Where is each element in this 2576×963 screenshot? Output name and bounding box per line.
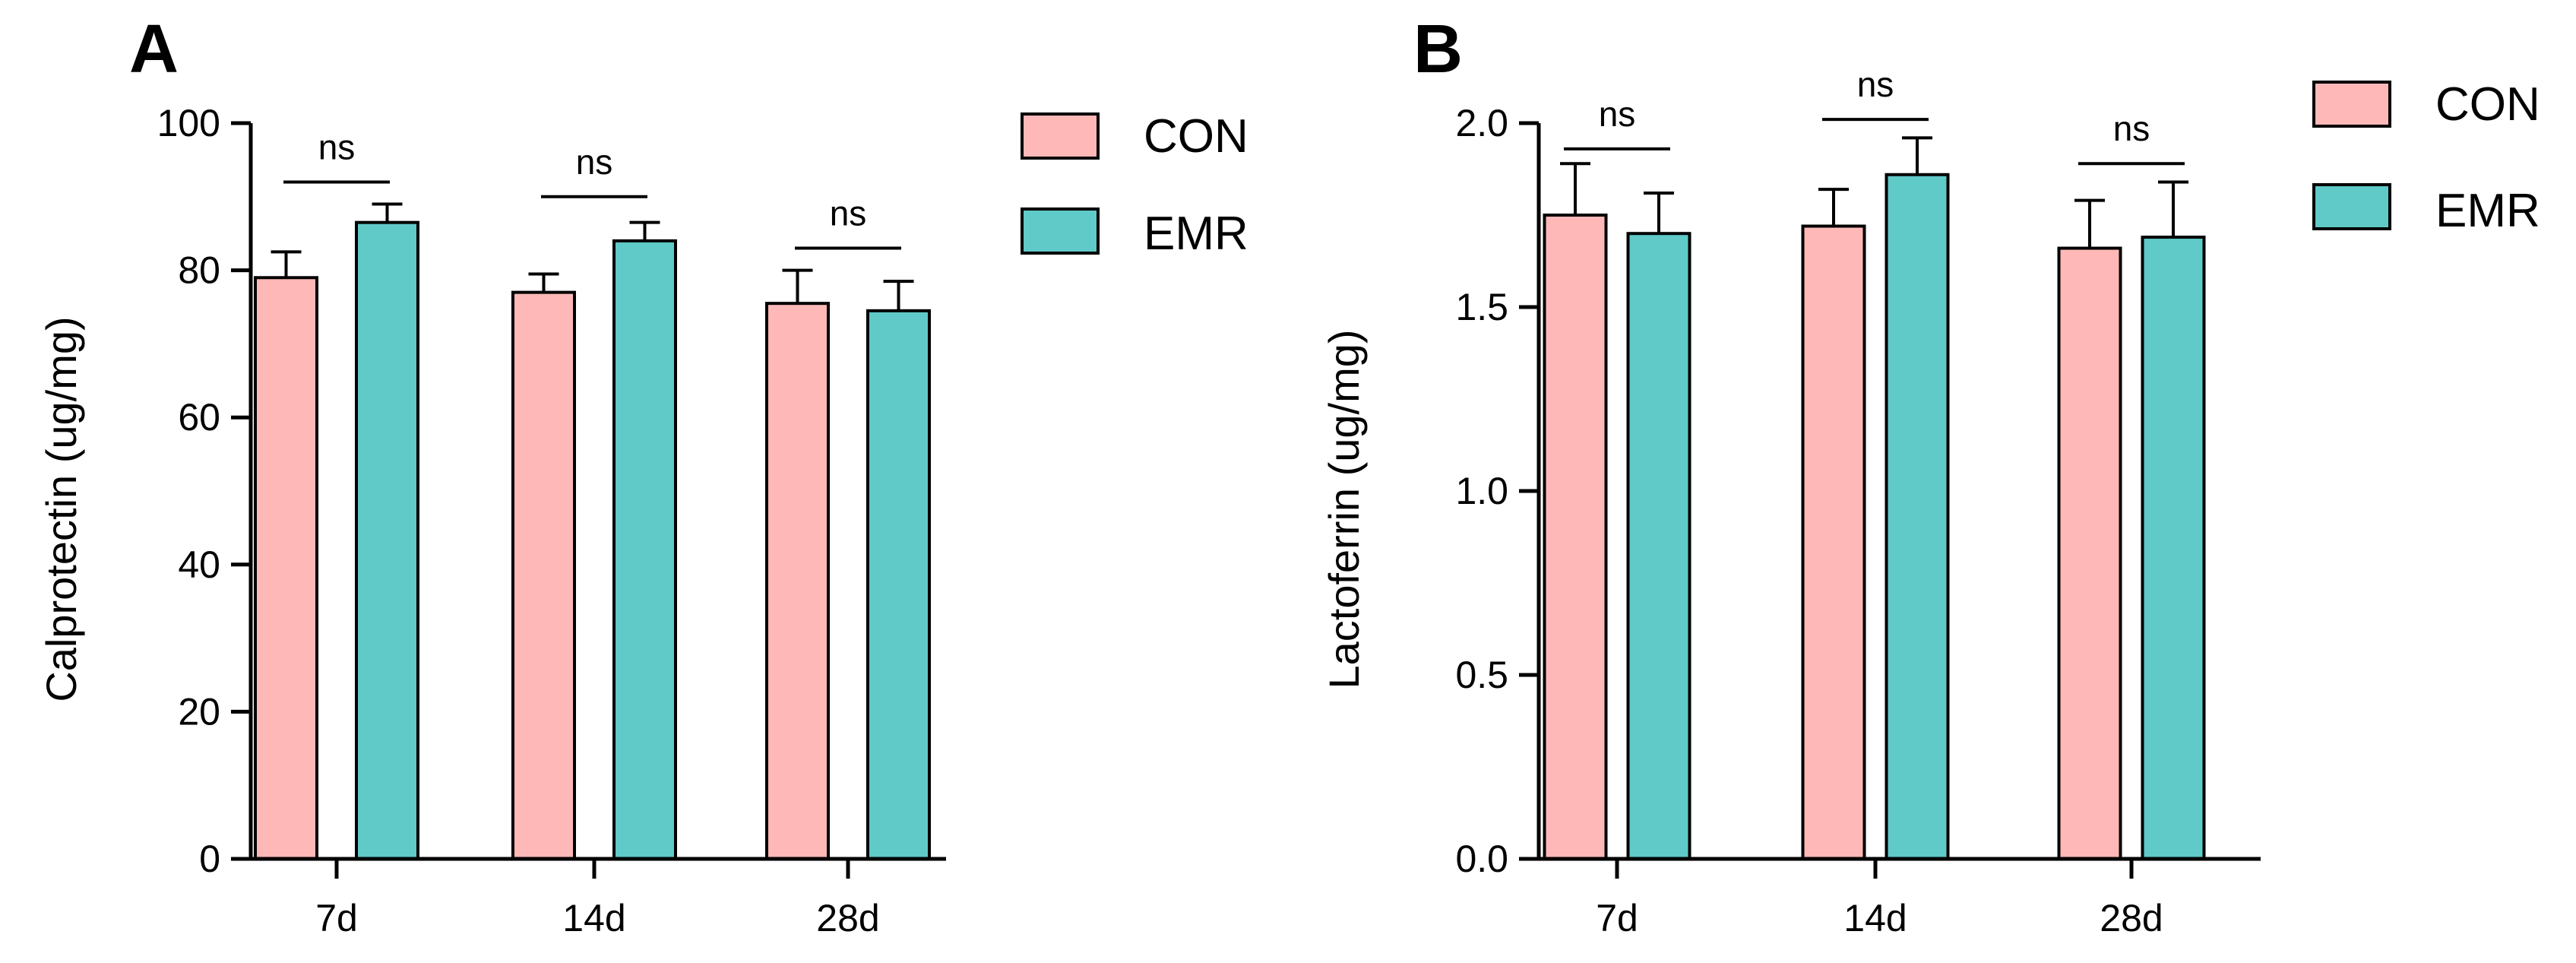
panel-b-y-tick-label: 2.0 — [1455, 102, 1508, 144]
panel-a-bar-emr-7d — [355, 220, 419, 860]
panel-a-calprotectin-chart: A ns ns ns 0 20 40 60 80 100 7d 14d 28d Calprotecti… — [37, 11, 1248, 939]
legend-label-con: CON — [1144, 110, 1248, 163]
panel-b-y-tick-label: 1.0 — [1455, 470, 1508, 512]
panel-b-y-tick-label: 1.5 — [1455, 286, 1508, 328]
panel-a-significance-label-14d: ns — [576, 142, 613, 182]
legend-swatch-emr — [1021, 207, 1100, 255]
panel-a-y-axis-title: Calprotectin (ug/mg) — [37, 316, 85, 702]
panel-b-lactoferrin-chart: B ns ns ns 0.0 0.5 1.0 1.5 2.0 7d 14d 28d Lactofer… — [1320, 11, 2540, 939]
panel-b-bar-emr-28d — [2141, 236, 2206, 861]
legend-swatch-emr — [2312, 183, 2391, 230]
panel-b-significance-label-14d: ns — [1857, 65, 1894, 104]
panel-b-letter: B — [1413, 11, 1463, 87]
panel-b-y-axis-title: Lactoferrin (ug/mg) — [1320, 329, 1368, 689]
panel-a-bar-emr-14d — [612, 239, 677, 860]
panel-b-y-tick-label: 0.5 — [1455, 654, 1508, 696]
panel-b-x-tick-label-7d: 7d — [1596, 897, 1638, 939]
panel-b-bar-emr-14d — [1885, 173, 1950, 860]
panel-b-x-tick-label-14d: 14d — [1843, 897, 1907, 939]
panel-a-bar-con-28d — [765, 302, 830, 861]
panel-b-bar-con-7d — [1543, 214, 1608, 860]
panel-b-legend: CON EMR — [2312, 78, 2540, 237]
panel-a-x-tick-label-28d: 28d — [816, 897, 879, 939]
panel-a-legend: CON EMR — [1021, 110, 1248, 260]
panel-a-significance-label-7d: ns — [318, 127, 356, 166]
panel-b-bar-con-14d — [1801, 224, 1866, 860]
panel-b-plot-area: ns ns ns 0.0 0.5 1.0 1.5 2.0 7d 14d 28d — [1455, 65, 2261, 939]
panel-a-y-tick-label: 100 — [157, 102, 220, 144]
panel-a-y-tick-label: 0 — [199, 838, 220, 880]
panel-a-significance-label-28d: ns — [830, 194, 867, 233]
panel-a-x-tick-label-7d: 7d — [315, 897, 358, 939]
panel-b-bar-emr-7d — [1626, 232, 1691, 860]
panel-a-letter: A — [129, 11, 179, 87]
panel-a-x-tick-label-14d: 14d — [562, 897, 625, 939]
panel-b-bar-con-28d — [2057, 246, 2122, 860]
panel-b-x-tick-label-28d: 28d — [2100, 897, 2163, 939]
panel-b-significance-label-28d: ns — [2113, 109, 2150, 148]
panel-a-bar-con-14d — [511, 290, 576, 860]
legend-label-con: CON — [2435, 78, 2540, 131]
panel-a-bar-con-7d — [254, 276, 318, 860]
legend-label-emr: EMR — [1144, 207, 1248, 260]
legend-swatch-con — [1021, 112, 1100, 160]
panel-a-y-tick-label: 80 — [178, 249, 220, 292]
legend-label-emr: EMR — [2435, 185, 2540, 237]
panel-b-significance-label-7d: ns — [1599, 94, 1636, 134]
legend-swatch-con — [2312, 81, 2391, 128]
panel-a-y-tick-label: 60 — [178, 396, 220, 439]
panel-a-plot-area: ns ns ns 0 20 40 60 80 100 7d 14d 28d — [157, 102, 946, 939]
panel-a-bar-emr-28d — [866, 309, 931, 860]
panel-a-y-tick-label: 20 — [178, 690, 220, 733]
panel-a-y-tick-label: 40 — [178, 543, 220, 586]
panel-b-y-tick-label: 0.0 — [1455, 838, 1508, 880]
